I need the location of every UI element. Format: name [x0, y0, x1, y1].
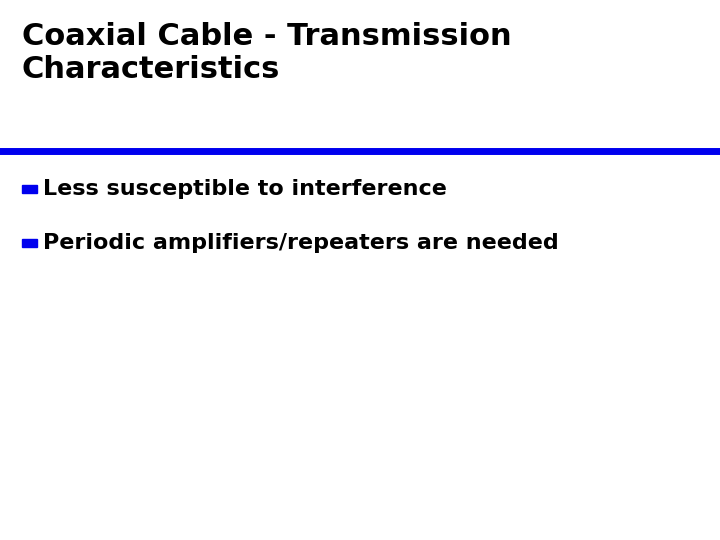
FancyBboxPatch shape — [22, 185, 37, 193]
FancyBboxPatch shape — [22, 239, 37, 247]
Text: Coaxial Cable - Transmission
Characteristics: Coaxial Cable - Transmission Characteris… — [22, 22, 511, 84]
Text: Periodic amplifiers/repeaters are needed: Periodic amplifiers/repeaters are needed — [43, 233, 559, 253]
Text: Less susceptible to interference: Less susceptible to interference — [43, 179, 447, 199]
